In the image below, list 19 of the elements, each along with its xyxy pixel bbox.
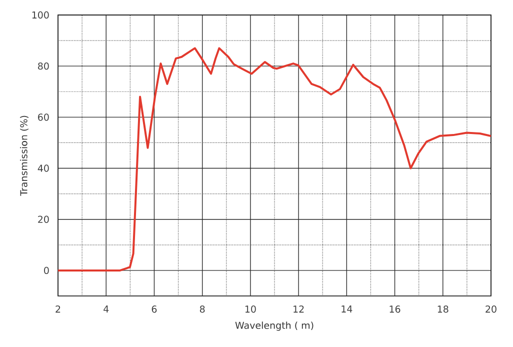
y-tick-label: 60 xyxy=(38,114,49,121)
y-axis-title: Transmission (%) xyxy=(20,116,28,196)
x-tick-label: 16 xyxy=(390,306,400,313)
x-axis-title: Wavelength ( m) xyxy=(235,322,314,331)
x-tick-label: 18 xyxy=(438,306,448,313)
x-tick-label: 12 xyxy=(294,306,304,313)
y-tick-label: 80 xyxy=(38,62,49,70)
y-tick-label: 100 xyxy=(32,11,49,19)
x-tick-label: 4 xyxy=(104,306,109,312)
x-tick-label: 2 xyxy=(56,306,60,313)
x-tick-label: 14 xyxy=(342,306,352,312)
y-tick-label: 0 xyxy=(44,266,49,274)
x-tick-label: 6 xyxy=(152,306,157,313)
x-tick-label: 20 xyxy=(486,306,496,313)
x-tick-label: 8 xyxy=(200,306,205,313)
y-tick-label: 20 xyxy=(38,216,49,223)
x-tick-label: 10 xyxy=(245,306,256,313)
y-tick-label: 40 xyxy=(38,164,49,172)
line-series xyxy=(58,47,491,272)
